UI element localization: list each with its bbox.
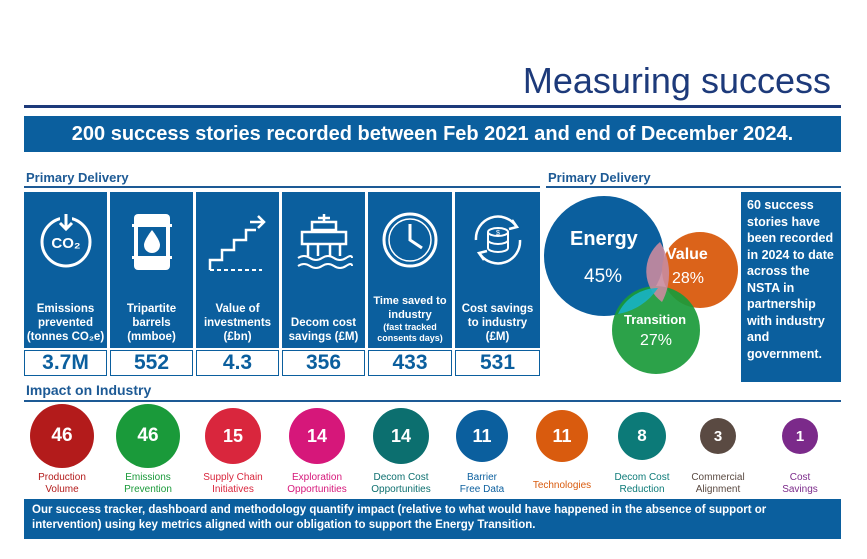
venn-transition-label: Transition xyxy=(624,312,687,327)
stat-value-emissions: 3.7M xyxy=(24,350,107,376)
footer-statement: Our success tracker, dashboard and metho… xyxy=(24,499,841,539)
rising-stairs-icon xyxy=(208,215,266,271)
impact-label-emissions: Emissions Prevention xyxy=(124,472,172,495)
stat-card-investments: Value of investments (£bn) xyxy=(196,192,279,348)
impact-rule xyxy=(24,400,841,402)
impact-circle-exploration: 14 xyxy=(289,408,345,464)
stat-label-time: Time saved to industry (fast tracked con… xyxy=(370,294,450,344)
impact-label-barrier-free: Barrier Free Data xyxy=(459,472,505,495)
venn-transition-circle xyxy=(612,286,700,374)
venn-value-label: Value xyxy=(666,246,708,263)
stat-card-time: Time saved to industry (fast tracked con… xyxy=(368,192,452,348)
impact-circle-production: 46 xyxy=(30,404,94,468)
venn-circles xyxy=(544,196,738,374)
impact-circle-commercial: 3 xyxy=(700,418,736,454)
svg-text:CO₂: CO₂ xyxy=(51,235,80,252)
venn-value-percent: 28% xyxy=(672,270,705,287)
stat-label-cost-savings: Cost savings to industry (£M) xyxy=(461,303,534,343)
impact-label-technologies: Technologies xyxy=(532,480,592,491)
primary-delivery-heading: Primary Delivery xyxy=(26,170,129,185)
venn-overlap-energy-transition xyxy=(618,288,658,314)
stat-value-barrels: 552 xyxy=(110,350,193,376)
clock-icon xyxy=(382,212,438,268)
stat-label-time-main: Time saved to industry xyxy=(373,295,447,321)
stat-label-time-note: (fast tracked consents days) xyxy=(377,322,443,343)
oil-barrel-icon xyxy=(131,214,172,270)
impact-circle-supply-chain: 15 xyxy=(205,408,261,464)
impact-label-decom-opportunities: Decom Cost Opportunities xyxy=(371,472,431,495)
venn-heading: Primary Delivery xyxy=(548,170,651,185)
stat-card-cost-savings: $ Cost savings to industry (£M) xyxy=(455,192,540,348)
title-rule xyxy=(24,105,841,108)
venn-transition-percent: 27% xyxy=(640,332,673,349)
stat-card-decom: Decom cost savings (£M) xyxy=(282,192,365,348)
venn-energy-percent: 45% xyxy=(584,266,623,287)
co2-down-icon: CO₂ xyxy=(40,214,91,268)
impact-label-supply-chain: Supply Chain Initiatives xyxy=(203,472,263,495)
stat-value-investments: 4.3 xyxy=(196,350,279,376)
stat-card-emissions: CO₂ Emissions prevented (tonnes CO₂e) xyxy=(24,192,107,348)
impact-label-cost-savings: Cost Savings xyxy=(782,472,818,495)
stat-value-time: 433 xyxy=(368,350,452,376)
stat-label-decom: Decom cost savings (£M) xyxy=(288,317,359,343)
impact-label-production: Production Volume xyxy=(38,472,86,495)
stat-label-investments: Value of investments (£bn) xyxy=(203,303,272,343)
venn-diagram: Energy 45% Value 28% Transition 27% xyxy=(540,190,740,380)
impact-circle-barrier-free: 11 xyxy=(456,410,508,462)
stat-value-cost-savings: 531 xyxy=(455,350,540,376)
venn-energy-label: Energy xyxy=(570,228,638,250)
primary-delivery-rule xyxy=(24,186,540,188)
svg-text:$: $ xyxy=(496,230,500,237)
venn-energy-circle xyxy=(544,196,664,316)
impact-circle-cost-savings: 1 xyxy=(782,418,818,454)
stat-value-decom: 356 xyxy=(282,350,365,376)
impact-label-exploration: Exploration Opportunities xyxy=(287,472,347,495)
impact-circle-technologies: 11 xyxy=(536,410,588,462)
impact-label-decom-reduction: Decom Cost Reduction xyxy=(614,472,670,495)
success-note-box: 60 success stories have been recorded in… xyxy=(741,192,841,382)
impact-circle-decom-opportunities: 14 xyxy=(373,408,429,464)
stat-card-barrels: Tripartite barrels (mmboe) xyxy=(110,192,193,348)
venn-overlap-energy-value xyxy=(646,242,670,302)
decom-platform-icon xyxy=(296,214,353,269)
venn-value-circle xyxy=(662,232,738,308)
headline-banner: 200 success stories recorded between Feb… xyxy=(24,116,841,152)
impact-circle-emissions: 46 xyxy=(116,404,180,468)
venn-rule xyxy=(546,186,841,188)
stat-label-emissions: Emissions prevented (tonnes CO₂e) xyxy=(26,303,105,343)
stat-label-barrels: Tripartite barrels (mmboe) xyxy=(126,303,177,343)
impact-circle-decom-reduction: 8 xyxy=(618,412,666,460)
page-title: Measuring success xyxy=(522,60,831,101)
coin-stack-cycle-icon: $ xyxy=(474,215,521,265)
impact-heading: Impact on Industry xyxy=(26,382,152,398)
impact-label-commercial: Commercial Alignment xyxy=(691,472,745,495)
